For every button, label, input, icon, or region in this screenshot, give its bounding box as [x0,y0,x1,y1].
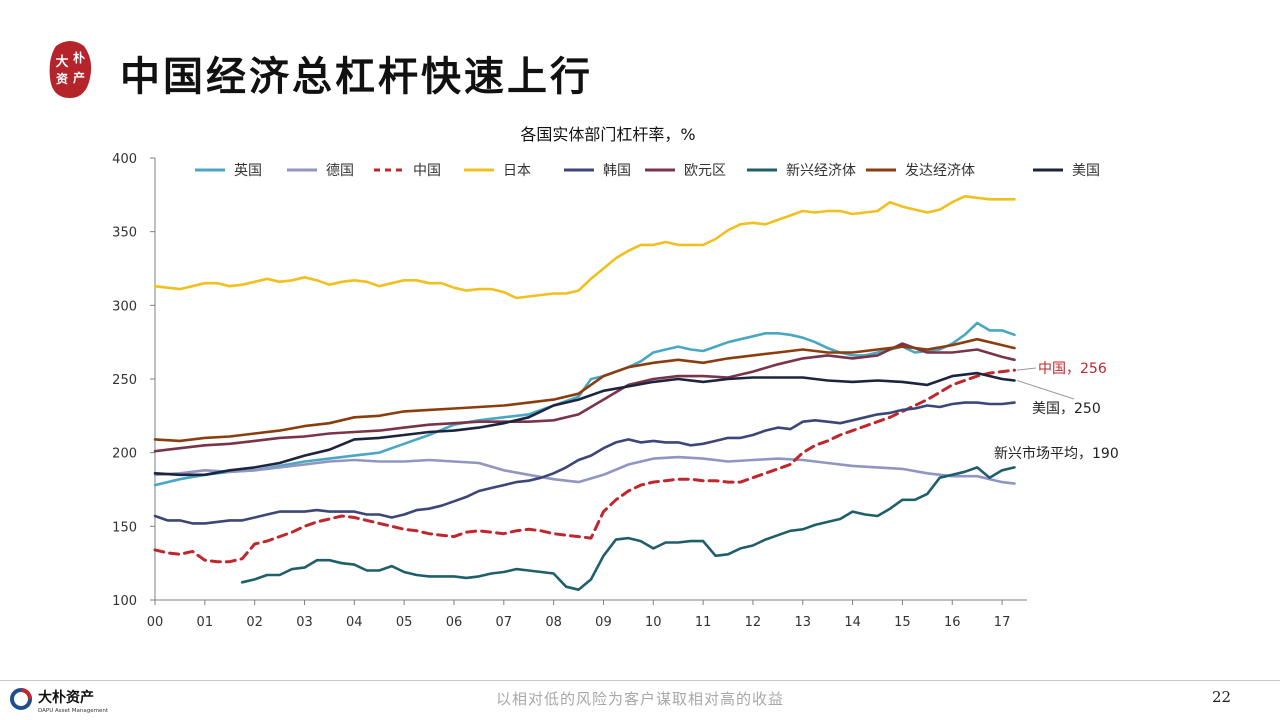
x-tick-label: 02 [246,615,263,630]
annotation-label: 美国，250 [1032,401,1101,417]
x-tick-label: 15 [894,615,911,630]
series-line [153,342,1016,453]
series-line [153,371,1016,477]
footer-brand: 大朴资产 [38,689,94,706]
x-tick-label: 14 [844,615,861,630]
legend-label: 发达经济体 [905,163,975,179]
chart-axes: 100 150 200 250 300 350 400 00 01 02 03 04 05 06 07 08 0… [112,152,1027,630]
chart-series [153,195,1016,592]
leverage-line-chart: 各国实体部门杠杆率，% 100 150 200 250 300 350 400 00 01 02 0… [112,125,1119,630]
y-tick-label: 150 [112,520,137,535]
legend-label: 德国 [326,163,354,179]
x-tick-label: 03 [296,615,313,630]
series-line [153,195,1016,300]
y-tick-label: 250 [112,373,137,388]
brand-logo: 大 朴 资 产 [49,41,92,98]
y-tick-label: 100 [112,594,137,609]
legend-label: 美国 [1072,163,1100,179]
chart-annotations: 中国，256 美国，250 新兴市场平均，190 [994,361,1119,462]
series-line [153,337,1016,443]
y-tick-label: 350 [112,226,137,241]
legend-label: 英国 [234,162,262,179]
x-tick-label: 10 [645,615,662,630]
y-tick-label: 400 [112,152,137,167]
logo-char-4: 产 [73,70,85,85]
x-tick-label: 09 [595,615,612,630]
x-tick-label: 12 [745,615,762,630]
y-tick-label: 300 [112,299,137,314]
page-title: 中国经济总杠杆快速上行 [120,53,593,100]
annotation-label: 中国，256 [1038,361,1107,377]
legend-label: 韩国 [603,163,631,179]
annotation-label: 新兴市场平均，190 [994,445,1119,462]
annotation-leader [1016,367,1037,371]
x-tick-label: 08 [545,615,562,630]
logo-char-2: 朴 [73,50,85,65]
legend-label: 中国 [413,163,441,179]
x-tick-label: 05 [396,615,413,630]
chart-legend: 英国 德国 中国 日本 韩国 欧元区 新兴经济体 发达经济体 美国 [195,162,1100,179]
x-tick-label: 17 [994,615,1011,630]
x-tick-label: 07 [496,615,513,630]
series-line [153,368,1016,564]
legend-label: 日本 [503,163,531,179]
footer-slogan: 以相对低的风险为客户谋取相对高的收益 [495,690,784,708]
chart-title: 各国实体部门杠杆率，% [520,125,695,144]
footer-logo: 大朴资产 DAPU Asset Management [10,688,109,714]
series-line [153,455,1016,485]
series-line [153,321,1016,487]
annotation-leader [1016,379,1075,400]
x-tick-label: 16 [944,615,961,630]
x-tick-label: 13 [794,615,811,630]
footer-brand-en: DAPU Asset Management [38,708,109,714]
logo-char-1: 大 [55,54,68,70]
series-line [240,466,1016,592]
x-tick-label: 04 [346,615,363,630]
x-tick-label: 06 [446,615,463,630]
x-tick-label: 11 [695,615,712,630]
y-tick-label: 200 [112,447,137,462]
logo-char-3: 资 [56,71,68,86]
x-tick-label: 00 [147,615,164,630]
footer-divider [0,680,1280,681]
series-line [153,401,1016,525]
x-tick-label: 01 [197,615,214,630]
legend-label: 欧元区 [684,163,726,179]
page-number: 22 [1212,688,1232,706]
legend-label: 新兴经济体 [786,163,856,179]
